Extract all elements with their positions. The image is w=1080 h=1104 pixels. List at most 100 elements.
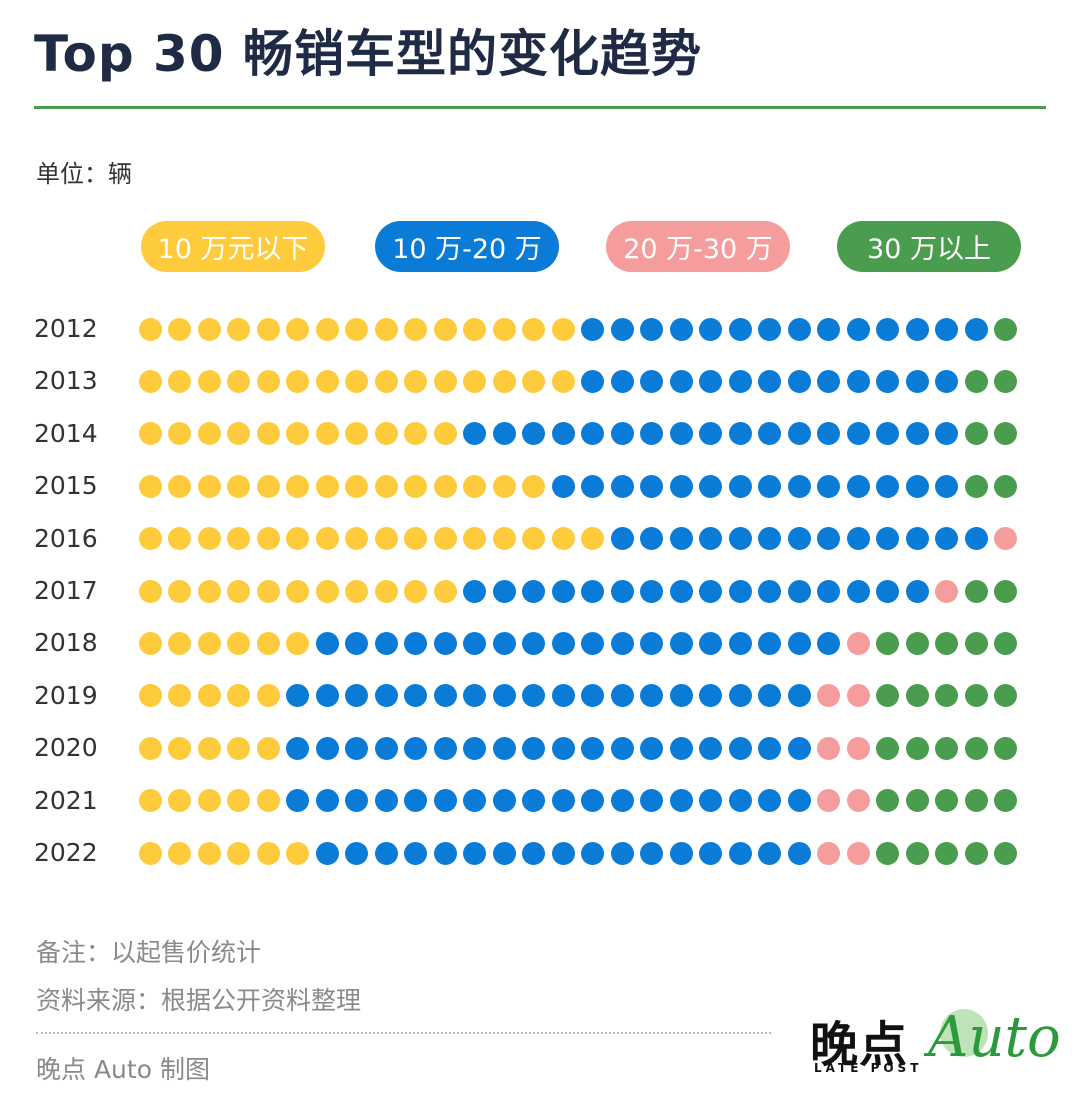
dot-2019-4 <box>227 684 250 708</box>
dot-2015-25 <box>846 474 870 498</box>
dot-2022-23 <box>787 841 811 865</box>
dot-2013-14 <box>522 369 545 393</box>
dot-2015-5 <box>256 474 280 498</box>
dot-2016-14 <box>522 527 545 551</box>
year-label-2020: 2020 <box>34 733 98 763</box>
dot-2017-13 <box>492 579 516 603</box>
dot-2013-26 <box>876 369 899 393</box>
legend-under-10w: 10 万元以下 <box>141 221 325 272</box>
dot-2017-17 <box>610 579 634 603</box>
dot-2021-18 <box>640 789 663 813</box>
dot-2016-17 <box>610 527 634 551</box>
dot-2019-28 <box>935 684 958 708</box>
dot-2022-20 <box>699 841 722 865</box>
dot-2013-29 <box>964 369 988 393</box>
dot-2015-29 <box>964 474 988 498</box>
dot-2022-26 <box>876 841 899 865</box>
dot-2016-23 <box>787 527 811 551</box>
dot-2021-12 <box>463 789 486 813</box>
dot-2018-2 <box>168 631 191 655</box>
dot-2022-14 <box>522 841 545 865</box>
dot-2022-10 <box>404 841 427 865</box>
dot-2015-6 <box>286 474 309 498</box>
dot-2016-26 <box>876 527 899 551</box>
dot-2018-25 <box>846 631 870 655</box>
dot-2018-17 <box>610 631 634 655</box>
dot-2016-1 <box>138 527 162 551</box>
dot-2013-15 <box>551 369 575 393</box>
dot-2012-26 <box>876 317 899 341</box>
dot-2019-2 <box>168 684 191 708</box>
dot-2019-13 <box>492 684 516 708</box>
dot-2019-3 <box>197 684 221 708</box>
dot-2018-22 <box>758 631 781 655</box>
dot-2017-14 <box>522 579 545 603</box>
dot-2019-29 <box>964 684 988 708</box>
dot-2018-8 <box>345 631 368 655</box>
dot-2017-10 <box>404 579 427 603</box>
dot-2015-22 <box>758 474 781 498</box>
dot-2021-27 <box>905 789 929 813</box>
dot-2017-15 <box>551 579 575 603</box>
dot-2020-30 <box>994 736 1017 760</box>
dot-2020-8 <box>345 736 368 760</box>
dot-2013-1 <box>138 369 162 393</box>
dot-2018-11 <box>433 631 457 655</box>
dot-2021-19 <box>669 789 693 813</box>
dot-2013-16 <box>581 369 604 393</box>
dot-2015-18 <box>640 474 663 498</box>
dot-2015-11 <box>433 474 457 498</box>
dot-2021-30 <box>994 789 1017 813</box>
dot-2019-30 <box>994 684 1017 708</box>
dot-2020-25 <box>846 736 870 760</box>
dot-2018-27 <box>905 631 929 655</box>
dot-2021-2 <box>168 789 191 813</box>
dot-2013-25 <box>846 369 870 393</box>
dot-2013-21 <box>728 369 752 393</box>
dot-2015-19 <box>669 474 693 498</box>
dot-2020-7 <box>315 736 339 760</box>
dot-2014-5 <box>256 422 280 446</box>
dot-2021-25 <box>846 789 870 813</box>
dot-2015-15 <box>551 474 575 498</box>
dot-2014-13 <box>492 422 516 446</box>
dot-2012-19 <box>669 317 693 341</box>
dot-2016-29 <box>964 527 988 551</box>
dot-2014-3 <box>197 422 221 446</box>
dot-2015-24 <box>817 474 840 498</box>
year-label-2022: 2022 <box>34 838 98 867</box>
dot-2018-5 <box>256 631 280 655</box>
dot-2020-13 <box>492 736 516 760</box>
dot-2016-24 <box>817 527 840 551</box>
dot-2013-8 <box>345 369 368 393</box>
dot-2021-23 <box>787 789 811 813</box>
dot-2013-12 <box>463 369 486 393</box>
dot-2018-18 <box>640 631 663 655</box>
dot-2022-16 <box>581 841 604 865</box>
dot-2013-7 <box>315 369 339 393</box>
dot-2020-21 <box>728 736 752 760</box>
dot-2014-2 <box>168 422 191 446</box>
dot-matrix-chart: 2012 2013 2014 2015 2016 2017 2018 2019 2020 2021… <box>34 314 1017 867</box>
dot-2014-20 <box>699 422 722 446</box>
dot-2021-26 <box>876 789 899 813</box>
dot-2022-30 <box>994 841 1017 865</box>
dot-2019-23 <box>787 684 811 708</box>
dot-2021-1 <box>138 789 162 813</box>
dot-2017-8 <box>345 579 368 603</box>
dot-2018-20 <box>699 631 722 655</box>
dot-2012-28 <box>935 317 958 341</box>
dot-2013-10 <box>404 369 427 393</box>
dot-2014-7 <box>315 422 339 446</box>
dot-2020-27 <box>905 736 929 760</box>
dot-2022-22 <box>758 841 781 865</box>
dot-2016-30 <box>994 527 1017 551</box>
dot-2012-9 <box>374 317 398 341</box>
dot-2017-2 <box>168 579 191 603</box>
dot-2015-1 <box>138 474 162 498</box>
dot-2012-15 <box>551 317 575 341</box>
dot-2014-22 <box>758 422 781 446</box>
dot-2020-24 <box>817 736 840 760</box>
dot-2020-22 <box>758 736 781 760</box>
dot-2021-9 <box>374 789 398 813</box>
